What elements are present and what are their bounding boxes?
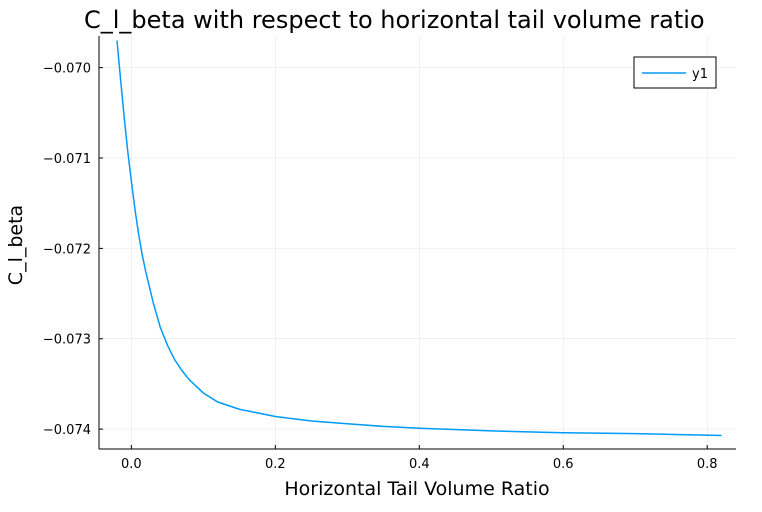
y-tick-label: −0.073 <box>43 333 91 348</box>
y-tick-label: −0.070 <box>43 62 91 77</box>
x-axis-label: Horizontal Tail Volume Ratio <box>284 478 549 500</box>
x-tick-label: 0.4 <box>409 457 430 472</box>
legend: y1 <box>633 56 717 89</box>
grid-lines <box>99 36 736 449</box>
x-tick-label: 0.2 <box>265 457 286 472</box>
x-ticks: 0.0 0.2 0.4 0.6 0.8 <box>121 445 718 472</box>
x-tick-label: 0.6 <box>553 457 574 472</box>
x-tick-label: 0.0 <box>121 457 142 472</box>
y-tick-label: −0.074 <box>43 423 91 438</box>
y-tick-label: −0.071 <box>43 152 91 167</box>
legend-label-y1: y1 <box>692 67 708 82</box>
chart-title: C_l_beta with respect to horizontal tail… <box>84 6 705 34</box>
plot-frame <box>98 36 736 450</box>
x-tick-label: 0.8 <box>697 457 718 472</box>
y-axis-label: C_l_beta <box>5 205 27 285</box>
y-ticks: −0.070 −0.071 −0.072 −0.073 −0.074 <box>43 62 103 438</box>
y-tick-label: −0.072 <box>43 242 91 257</box>
series-line-y1 <box>116 40 722 437</box>
